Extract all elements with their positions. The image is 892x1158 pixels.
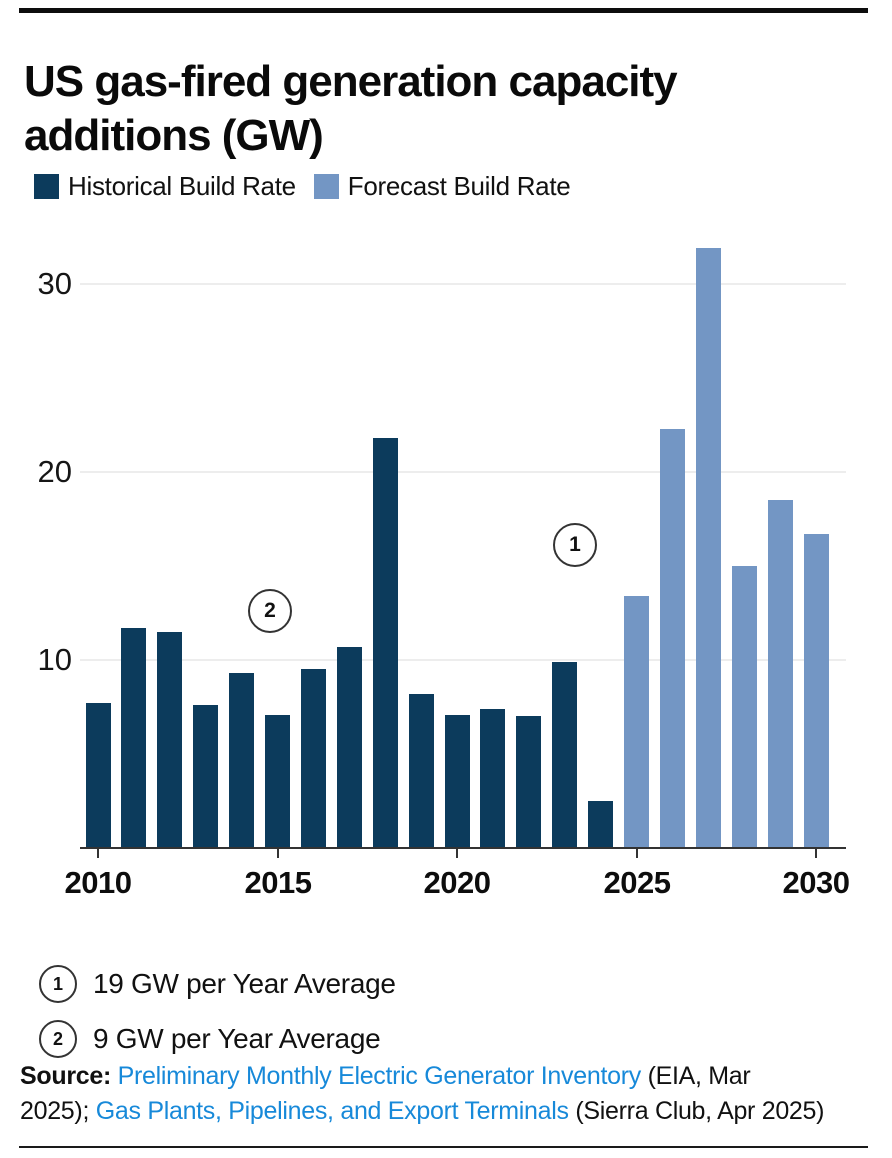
footnote-2: 2 9 GW per Year Average	[39, 1020, 381, 1058]
x-axis-label-2025: 2025	[603, 865, 671, 900]
source-segment: 2025);	[20, 1097, 96, 1125]
footnote-1: 1 19 GW per Year Average	[39, 965, 396, 1003]
footnote-2-marker: 2	[52, 1028, 63, 1049]
x-axis-tick-2030	[815, 849, 817, 858]
source-text: Source: Preliminary Monthly Electric Gen…	[20, 1059, 892, 1129]
y-axis-label-30: 30	[37, 266, 72, 301]
bar-2016	[301, 669, 326, 848]
bar-2024	[588, 801, 613, 848]
annotation-marker-2: 2	[248, 589, 292, 633]
x-axis-tick-2020	[456, 849, 458, 858]
gridline-10	[80, 659, 846, 661]
y-axis-label-20: 20	[37, 454, 72, 489]
gridline-20	[80, 471, 846, 473]
legend: Historical Build Rate Forecast Build Rat…	[34, 171, 571, 202]
legend-item-historical: Historical Build Rate	[34, 171, 296, 202]
bar-2021	[480, 709, 505, 848]
x-axis-line	[80, 847, 846, 849]
bar-2027	[696, 248, 721, 848]
bar-2029	[768, 500, 793, 848]
top-rule	[19, 8, 868, 13]
bar-2022	[516, 716, 541, 848]
link-preliminary-inventory[interactable]: Preliminary Monthly Electric Generator I…	[117, 1062, 642, 1090]
bar-2012	[157, 632, 182, 848]
x-axis-label-2030: 2030	[782, 865, 850, 900]
footnote-1-marker: 1	[52, 973, 63, 994]
bar-2017	[337, 647, 362, 848]
source-segment: (Sierra Club, Apr 2025)	[568, 1097, 825, 1125]
footnote-2-marker-circle: 2	[39, 1020, 77, 1058]
bar-2013	[193, 705, 218, 848]
footnote-1-marker-circle: 1	[39, 965, 77, 1003]
bar-2020	[445, 715, 470, 848]
forecast-swatch	[313, 174, 339, 199]
x-axis-label-2020: 2020	[423, 865, 491, 900]
bottom-rule	[19, 1146, 868, 1148]
legend-item-forecast: Forecast Build Rate	[313, 171, 571, 202]
bar-2023	[552, 662, 577, 848]
legend-label-historical: Historical Build Rate	[68, 171, 296, 201]
bar-2025	[624, 596, 649, 848]
bar-2010	[86, 703, 111, 848]
y-axis-label-10: 10	[37, 642, 72, 677]
annotation-marker-1: 1	[553, 523, 597, 567]
footnote-1-text: 19 GW per Year Average	[93, 968, 396, 999]
bar-2018	[373, 438, 398, 848]
gridline-30	[80, 283, 846, 285]
x-axis-tick-2025	[636, 849, 638, 858]
source-segment: (EIA, Mar	[640, 1062, 751, 1090]
x-axis-label-2015: 2015	[244, 865, 312, 900]
bar-2014	[229, 673, 254, 848]
legend-label-forecast: Forecast Build Rate	[347, 171, 571, 201]
bar-2015	[265, 715, 290, 848]
bar-2030	[804, 534, 829, 848]
link-gas-plants-report[interactable]: Gas Plants, Pipelines, and Export Termin…	[95, 1097, 569, 1125]
bar-2026	[660, 429, 685, 848]
historical-swatch	[34, 174, 59, 199]
bar-2028	[732, 566, 757, 848]
x-axis-tick-2010	[97, 849, 99, 858]
bar-2019	[409, 694, 434, 848]
bar-2011	[121, 628, 146, 848]
x-axis-label-2010: 2010	[64, 865, 132, 900]
chart-title: US gas-fired generation capacity additio…	[24, 57, 678, 161]
x-axis-tick-2015	[277, 849, 279, 858]
source-segment: Source:	[20, 1062, 118, 1090]
bar-chart: 10 20 30 2010 2015 2020 2025 2030 1 2	[0, 220, 892, 920]
footnote-2-text: 9 GW per Year Average	[93, 1023, 381, 1054]
